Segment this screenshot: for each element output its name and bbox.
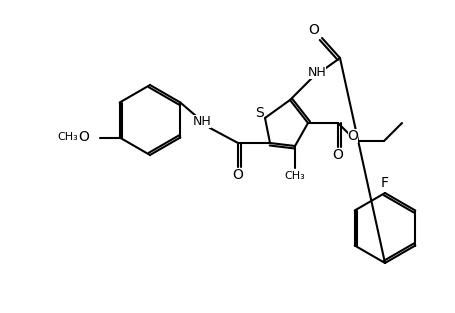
Text: O: O [78,131,89,145]
Text: F: F [380,176,388,190]
Text: CH₃: CH₃ [284,171,305,181]
Text: O: O [332,148,343,162]
Text: NH: NH [307,66,326,80]
Text: S: S [255,106,264,120]
Text: O: O [347,129,358,143]
Text: NH: NH [192,115,211,129]
Text: CH₃: CH₃ [57,132,78,142]
Text: O: O [232,168,243,182]
Text: O: O [308,23,319,37]
